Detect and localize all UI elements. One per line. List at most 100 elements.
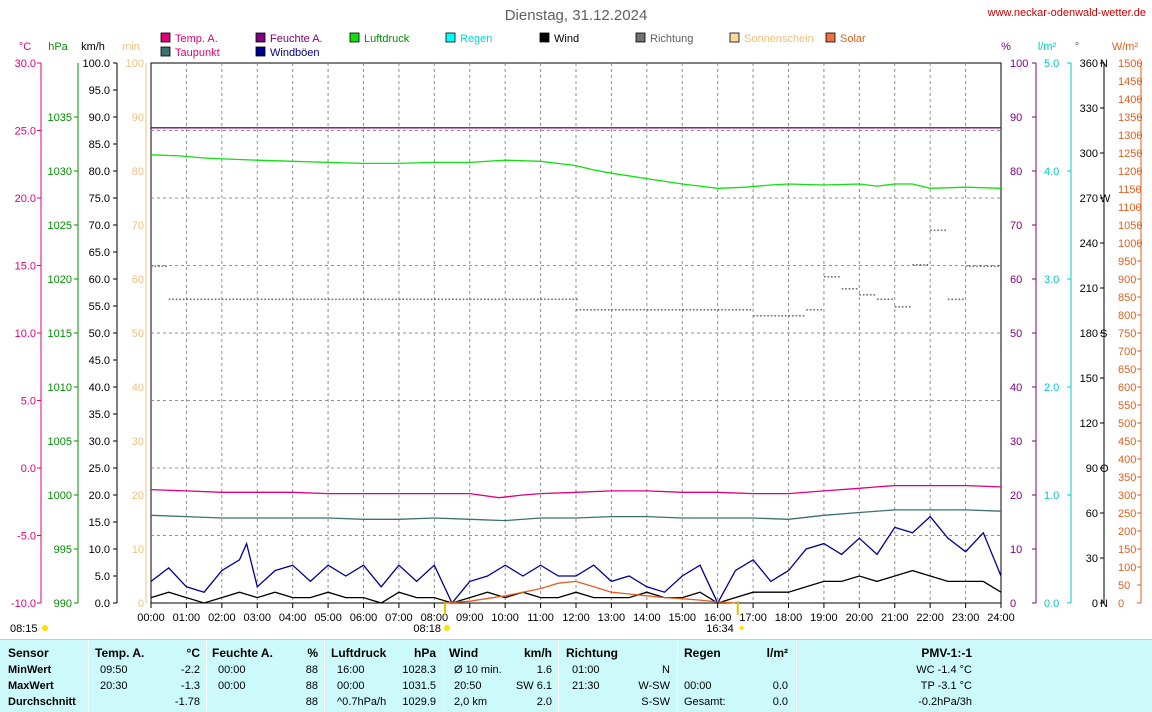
legend-label-1: Taupunkt bbox=[175, 47, 220, 59]
wind-tick: 75.0 bbox=[89, 193, 110, 205]
sunrise-label: 08:18 bbox=[413, 623, 441, 635]
wind-tick: 25.0 bbox=[89, 463, 110, 475]
direction-point bbox=[668, 309, 670, 311]
direction-point bbox=[933, 229, 936, 232]
direction-point bbox=[951, 298, 954, 301]
direction-point bbox=[781, 315, 784, 317]
time-tick: 02:00 bbox=[208, 612, 236, 624]
direction-point bbox=[962, 298, 964, 301]
direction-point bbox=[526, 298, 529, 301]
direction-point bbox=[565, 298, 567, 301]
direction-point bbox=[831, 276, 833, 278]
direction-point bbox=[321, 298, 323, 301]
wind-tick: 0.0 bbox=[95, 598, 110, 610]
wind-tick: 50.0 bbox=[89, 328, 110, 340]
direction-point bbox=[441, 298, 444, 301]
direction-point bbox=[841, 288, 844, 290]
pressure-tick: 1015 bbox=[48, 328, 72, 340]
direction-tick: 210 bbox=[1080, 283, 1098, 295]
min-tick: 50 bbox=[132, 328, 144, 340]
time-tick: 04:00 bbox=[279, 612, 307, 624]
direction-point bbox=[317, 298, 320, 301]
temp-tick: 5.0 bbox=[21, 396, 36, 408]
direction-point bbox=[699, 309, 702, 311]
humidity-tick: 40 bbox=[1010, 382, 1022, 394]
legend-swatch-3 bbox=[255, 46, 266, 57]
wind-tick: 20.0 bbox=[89, 490, 110, 502]
legend-swatch-2 bbox=[255, 32, 266, 43]
table-cell-temp-val: -1.3 bbox=[181, 680, 200, 692]
table-cell-label: Durchschnitt bbox=[8, 696, 76, 708]
direction-point bbox=[579, 309, 582, 311]
axis-unit-wind: km/h bbox=[81, 41, 105, 53]
time-tick: 05:00 bbox=[314, 612, 342, 624]
direction-point bbox=[413, 298, 415, 301]
solar-tick: 1150 bbox=[1118, 184, 1142, 196]
direction-point bbox=[777, 315, 780, 317]
solar-tick: 300 bbox=[1118, 490, 1136, 502]
direction-point bbox=[182, 298, 185, 301]
humidity-tick: 60 bbox=[1010, 274, 1022, 286]
direction-point bbox=[285, 298, 288, 301]
direction-tick: 150 bbox=[1080, 373, 1098, 385]
series-line-wind bbox=[150, 569, 1002, 604]
pressure-tick: 995 bbox=[54, 544, 72, 556]
header-wind-unit: km/h bbox=[523, 646, 552, 660]
direction-point bbox=[629, 309, 631, 311]
direction-point bbox=[717, 309, 720, 311]
direction-point bbox=[257, 298, 259, 301]
time-tick: 22:00 bbox=[916, 612, 944, 624]
direction-point bbox=[887, 298, 890, 301]
time-tick: 20:00 bbox=[846, 612, 874, 624]
temp-tick: -10.0 bbox=[11, 598, 36, 610]
direction-point bbox=[632, 309, 635, 311]
direction-point bbox=[165, 265, 167, 268]
wind-tick: 5.0 bbox=[95, 571, 110, 583]
legend-label-5: Regen bbox=[460, 33, 492, 45]
direction-point bbox=[919, 264, 922, 266]
sunset-label: 16:34 bbox=[706, 623, 734, 635]
table-cell-rain-val: 0.0 bbox=[772, 680, 788, 692]
direction-point bbox=[685, 309, 688, 311]
direction-point bbox=[398, 298, 401, 301]
pressure-tick: 1010 bbox=[48, 382, 72, 394]
direction-point bbox=[161, 265, 164, 268]
direction-point bbox=[423, 298, 426, 301]
direction-point bbox=[250, 298, 252, 301]
temp-tick: 20.0 bbox=[15, 193, 36, 205]
time-tick: 16:00 bbox=[704, 612, 732, 624]
direction-point bbox=[452, 298, 454, 301]
axis-unit-rain: l/m² bbox=[1038, 41, 1057, 53]
direction-letter: N bbox=[1100, 58, 1108, 70]
direction-point bbox=[710, 309, 713, 311]
direction-point bbox=[243, 298, 245, 301]
direction-point bbox=[671, 309, 674, 311]
table-cell-hum-val: 88 bbox=[305, 696, 318, 708]
humidity-tick: 90 bbox=[1010, 112, 1022, 124]
legend-label-3: Windböen bbox=[270, 47, 320, 59]
direction-point bbox=[926, 264, 929, 266]
axis-unit-solar: W/m² bbox=[1112, 41, 1139, 53]
direction-point bbox=[880, 298, 883, 301]
direction-point bbox=[274, 298, 277, 301]
time-tick: 06:00 bbox=[350, 612, 378, 624]
solar-tick: 500 bbox=[1118, 418, 1136, 430]
direction-point bbox=[289, 298, 291, 301]
table-cell-wind-val: SW 6.1 bbox=[515, 680, 552, 692]
solar-tick: 0 bbox=[1118, 598, 1124, 610]
direction-tick: 300 bbox=[1080, 148, 1098, 160]
direction-point bbox=[724, 309, 727, 311]
direction-point bbox=[483, 298, 486, 301]
direction-point bbox=[979, 265, 982, 268]
legend-swatch-5 bbox=[445, 32, 456, 43]
table-cell-pmv: TP -3.1 °C bbox=[920, 680, 972, 692]
time-tick: 11:00 bbox=[527, 612, 554, 624]
direction-point bbox=[459, 298, 461, 301]
direction-point bbox=[940, 229, 943, 232]
direction-point bbox=[912, 264, 915, 266]
direction-point bbox=[313, 298, 316, 301]
time-tick: 21:00 bbox=[881, 612, 909, 624]
direction-point bbox=[597, 309, 599, 311]
rain-tick: 1.0 bbox=[1044, 490, 1059, 502]
table-cell-rain-val: 0.0 bbox=[772, 696, 788, 708]
